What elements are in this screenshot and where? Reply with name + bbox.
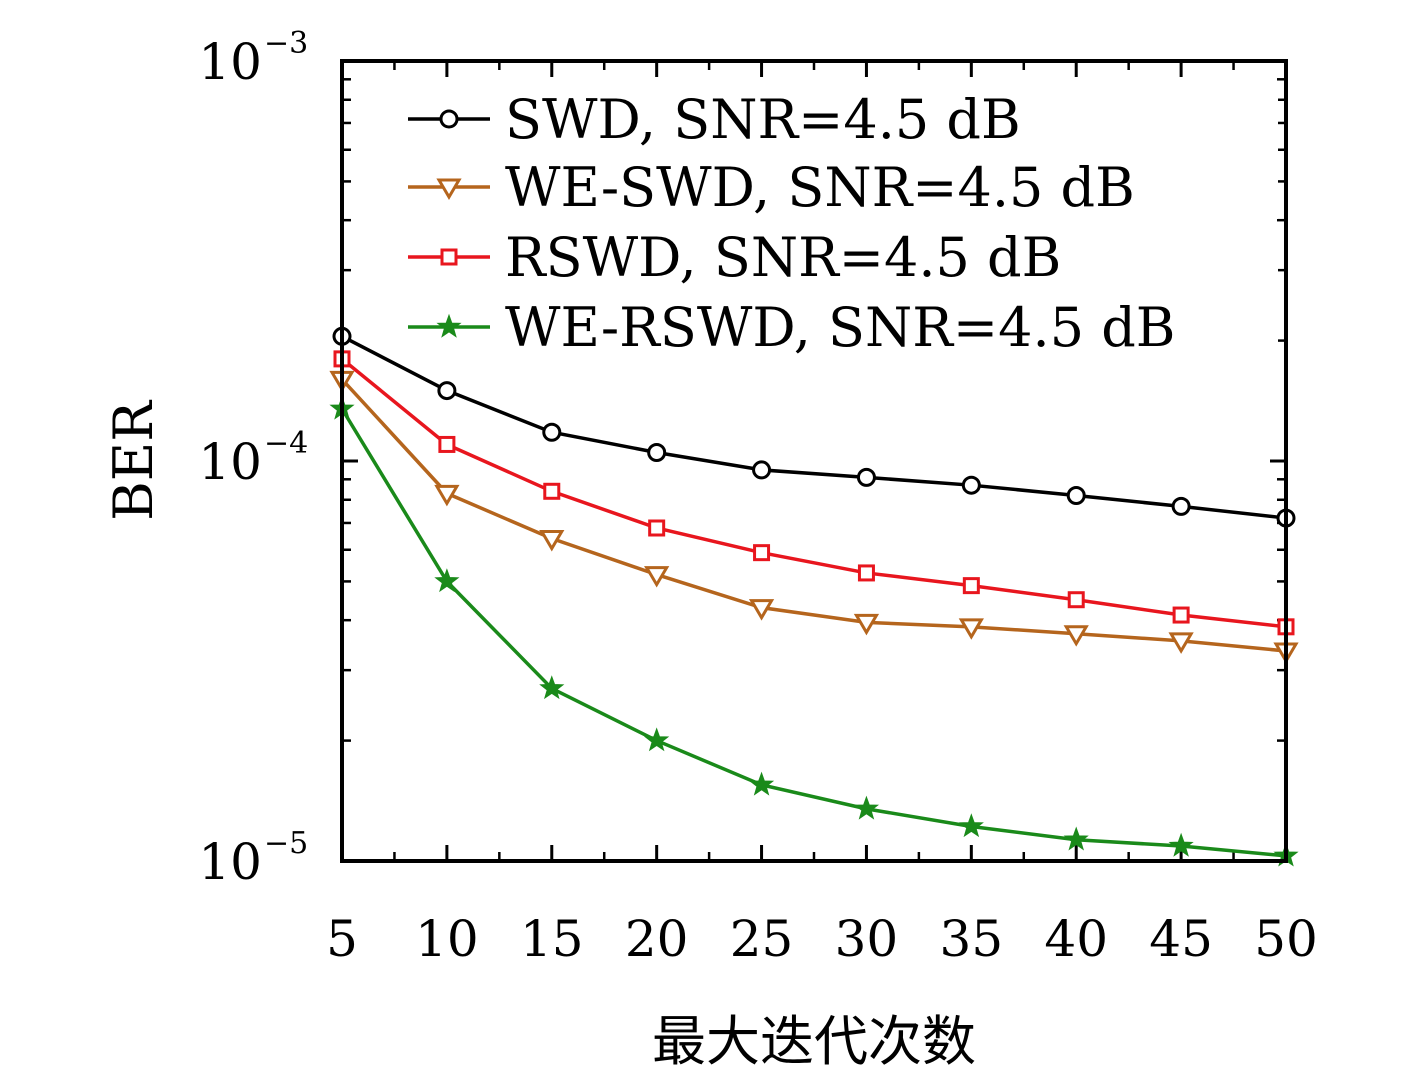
data-point <box>853 613 880 636</box>
series-group <box>333 350 1295 636</box>
legend-swatch-marker <box>436 313 462 338</box>
series-group <box>329 395 1299 867</box>
y-tick-label: 10 <box>198 433 262 491</box>
y-axis-title: BER <box>102 400 165 521</box>
y-tick-labels: 10−510−410−3 <box>198 26 308 891</box>
legend-bg <box>398 87 1278 151</box>
data-point <box>644 727 670 752</box>
y-tick-exponent: −5 <box>264 826 308 861</box>
data-point <box>962 577 980 595</box>
plot-frame <box>340 59 1288 863</box>
x-tick-label: 10 <box>415 910 479 968</box>
x-tick-label: 40 <box>1044 910 1108 968</box>
data-point <box>434 484 460 507</box>
x-tick-label: 5 <box>326 910 358 968</box>
series-group <box>329 370 1299 664</box>
legend-label: WE-SWD, SNR=4.5 dB <box>505 156 1135 219</box>
x-tick-label: 20 <box>625 910 689 968</box>
data-point <box>857 564 875 582</box>
y-tick-exponent: −4 <box>264 426 308 461</box>
x-tick-label: 25 <box>730 910 794 968</box>
x-tick-label: 35 <box>940 910 1004 968</box>
x-axis-title: 最大迭代次数 <box>652 1010 976 1073</box>
series-line <box>340 407 1287 858</box>
data-point <box>539 530 565 552</box>
series-line <box>340 378 1287 653</box>
series-group <box>332 326 1296 528</box>
x-tick-label: 15 <box>520 910 584 968</box>
data-point <box>543 482 561 500</box>
y-tick-label: 10 <box>198 833 262 891</box>
legend-bg <box>398 155 1278 219</box>
legend-swatch-marker <box>440 248 458 266</box>
data-point <box>1168 632 1194 654</box>
x-tick-labels: 5 10 15 20 25 30 35 40 45 50 <box>326 910 1318 968</box>
series-line <box>340 357 1287 629</box>
legend-label: SWD, SNR=4.5 dB <box>505 88 1021 151</box>
data-point <box>1067 591 1085 609</box>
legend-swatch-marker <box>439 109 459 129</box>
data-point <box>434 568 460 593</box>
data-point <box>1063 625 1089 647</box>
data-point <box>1171 496 1191 516</box>
data-point <box>958 813 984 838</box>
series-line <box>341 334 1287 520</box>
data-point <box>753 544 771 562</box>
data-point <box>644 566 670 588</box>
y-tick-label: 10 <box>198 33 262 91</box>
plot-series <box>329 326 1299 867</box>
data-point <box>1168 832 1194 857</box>
data-point <box>961 475 981 495</box>
data-point <box>542 422 562 442</box>
data-point <box>958 618 984 640</box>
legend-bg <box>398 225 1278 289</box>
data-point <box>752 460 772 480</box>
legend-label: RSWD, SNR=4.5 dB <box>505 226 1061 289</box>
data-point <box>647 443 667 463</box>
data-point <box>438 435 456 453</box>
data-point <box>748 771 775 796</box>
data-point <box>853 795 880 820</box>
x-tick-label: 45 <box>1149 910 1213 968</box>
x-tick-label: 50 <box>1254 910 1318 968</box>
data-point <box>856 467 876 487</box>
legend-swatch-marker <box>436 178 462 200</box>
data-point <box>1066 485 1086 505</box>
x-tick-label: 30 <box>835 910 899 968</box>
data-point <box>1172 606 1190 624</box>
legend-bg <box>398 295 1278 359</box>
data-point <box>1063 826 1089 851</box>
data-point <box>437 381 457 401</box>
data-point <box>539 675 565 700</box>
data-point <box>748 599 775 621</box>
legend-label: WE-RSWD, SNR=4.5 dB <box>505 296 1175 359</box>
data-point <box>648 519 666 537</box>
y-tick-exponent: −3 <box>264 26 308 61</box>
